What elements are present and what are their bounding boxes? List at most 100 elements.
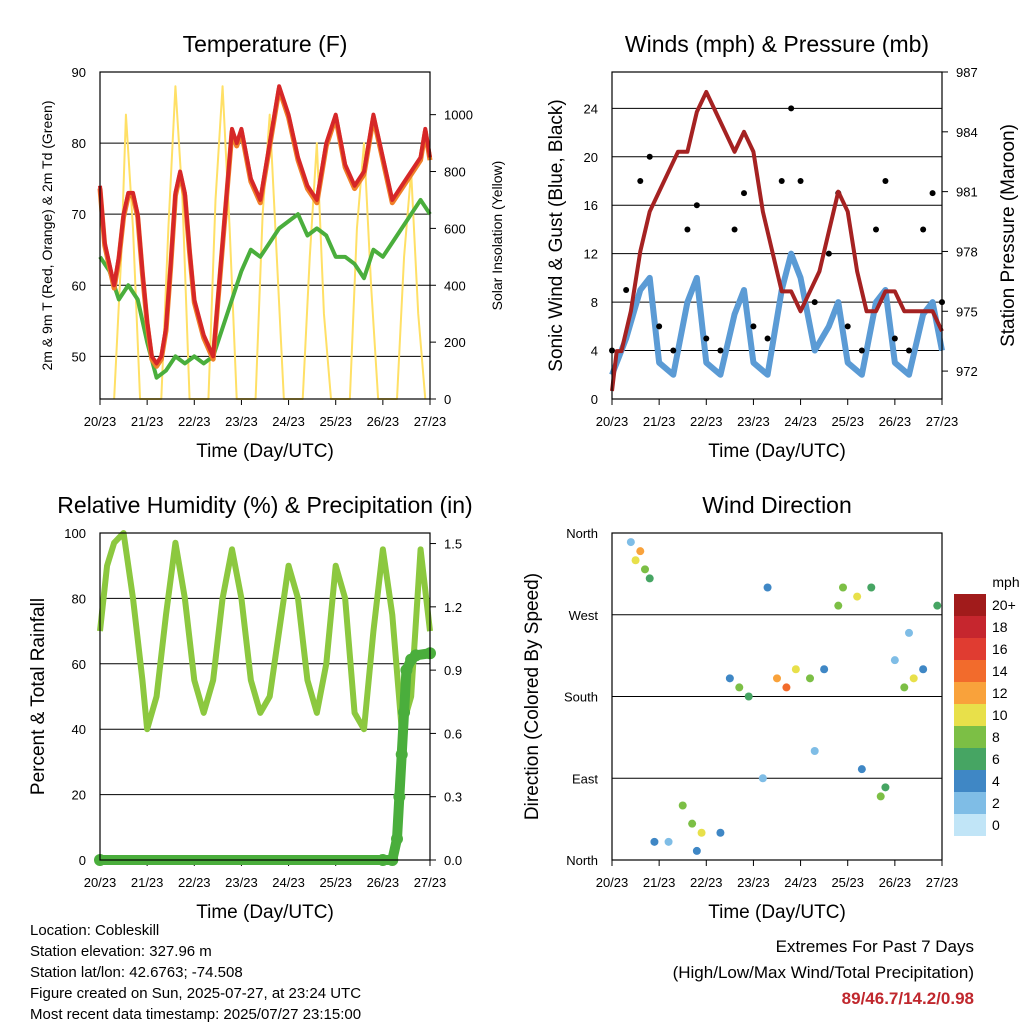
winds-pressure-panel: Winds (mph) & Pressure (mb) Time (Day/UTC…	[546, 31, 1019, 462]
x-tick-label: 24/23	[784, 875, 817, 890]
x-tick-label: 22/23	[178, 414, 211, 429]
gust-point	[717, 347, 724, 354]
y2-tick-label: 0.9	[444, 663, 462, 678]
x-tick-label: 22/23	[690, 875, 723, 890]
y-tick-label: East	[572, 771, 598, 786]
direction-point	[834, 601, 843, 610]
y-tick-label: West	[569, 608, 599, 623]
gust-point	[891, 335, 898, 342]
temp2m-series-line	[98, 84, 432, 366]
x-tick-label: 26/23	[367, 414, 400, 429]
x-tick-label: 27/23	[414, 875, 447, 890]
extremes-values: 89/46.7/14.2/0.98	[841, 989, 974, 1008]
precip-point	[409, 649, 422, 662]
y-tick-label: 0	[591, 392, 598, 407]
direction-point	[905, 628, 913, 637]
y-axis-label: Sonic Wind & Gust (Blue, Black)	[546, 99, 567, 371]
y-tick-label: 4	[591, 344, 598, 359]
y2-tick-label: 0	[444, 392, 451, 407]
y2-tick-label: 400	[444, 278, 466, 293]
y-tick-label: 8	[591, 295, 598, 310]
gust-point	[703, 335, 710, 342]
x-tick-label: 22/23	[178, 875, 211, 890]
y2-tick-label: 975	[956, 304, 978, 319]
created-text: Figure created on Sun, 2025-07-27, at 23…	[30, 985, 362, 1002]
direction-point	[692, 846, 701, 855]
speed-color-legend: mph 20+ 18 16 14 12 10 8 6 4 2 0	[954, 574, 1020, 836]
latlon-text: Station lat/lon: 42.6763; -74.508	[30, 964, 243, 981]
plot-frame	[611, 71, 943, 400]
gust-point	[873, 226, 879, 233]
station-info: Location: Cobleskill Station elevation: …	[30, 920, 361, 1025]
gust-point	[844, 323, 851, 330]
gust-point	[731, 226, 738, 233]
y-tick-label: North	[566, 853, 598, 868]
gust-point	[858, 347, 865, 354]
extremes-title: Extremes For Past 7 Days	[775, 937, 974, 956]
gust-point	[750, 323, 757, 330]
chart-title: Temperature (F)	[183, 31, 348, 57]
gust-point	[656, 323, 663, 330]
x-tick-label: 24/23	[784, 414, 817, 429]
gust-point	[684, 226, 691, 233]
y-tick-label: 60	[72, 278, 86, 293]
legend-swatch	[954, 814, 986, 836]
legend-label: 18	[992, 619, 1008, 635]
x-axis-label: Time (Day/UTC)	[196, 902, 334, 923]
direction-point	[773, 674, 781, 683]
x-tick-label: 27/23	[926, 414, 959, 429]
y-axis-label: Percent & Total Rainfall	[28, 598, 49, 795]
extremes-subtitle: (High/Low/Max Wind/Total Precipitation)	[672, 963, 974, 982]
y2-tick-label: 981	[956, 185, 978, 200]
y-tick-label: 90	[72, 65, 86, 80]
x-tick-label: 20/23	[84, 414, 117, 429]
legend-swatch	[954, 748, 986, 770]
gust-point	[670, 347, 677, 354]
direction-point	[810, 747, 819, 755]
x-tick-label: 26/23	[879, 414, 912, 429]
chart-title: Relative Humidity (%) & Precipitation (i…	[57, 492, 472, 518]
direction-point	[820, 665, 829, 674]
direction-point	[645, 574, 654, 583]
y2-axis-label: Solar Insolation (Yellow)	[489, 161, 505, 311]
y-tick-label: 24	[584, 101, 598, 116]
y-tick-label: 20	[584, 150, 598, 165]
legend-label: 12	[992, 685, 1008, 701]
legend-swatch	[954, 594, 986, 616]
gust-point	[637, 178, 644, 184]
y2-tick-label: 1000	[444, 108, 473, 123]
direction-point	[650, 837, 659, 846]
elevation-text: Station elevation: 327.96 m	[30, 943, 212, 960]
plot-frame	[611, 532, 943, 861]
y2-tick-label: 987	[956, 65, 978, 80]
direction-point	[900, 683, 909, 692]
direction-point	[678, 801, 687, 810]
gust-point	[797, 178, 804, 184]
gust-point	[788, 105, 795, 112]
direction-point	[806, 674, 814, 683]
direction-point	[919, 665, 928, 674]
x-tick-label: 23/23	[737, 414, 770, 429]
legend-label: 10	[992, 707, 1008, 723]
gust-point	[825, 250, 832, 257]
gust-point	[623, 287, 630, 293]
direction-point	[631, 556, 640, 565]
chart-title: Wind Direction	[702, 492, 852, 518]
y-tick-label: North	[566, 526, 598, 541]
y-tick-label: 100	[64, 526, 86, 541]
y-tick-label: 16	[584, 198, 598, 213]
gust-point	[646, 153, 653, 160]
gust-point	[811, 299, 818, 306]
y2-tick-label: 978	[956, 244, 978, 259]
chart-title: Winds (mph) & Pressure (mb)	[625, 31, 929, 57]
y2-axis-label: Station Pressure (Maroon)	[998, 124, 1019, 347]
y-tick-label: 60	[72, 657, 86, 672]
wind-direction-panel: Wind Direction Time (Day/UTC) 20/23 21/23 22…	[522, 492, 958, 923]
direction-point	[853, 592, 862, 601]
solar-series-line	[113, 85, 427, 400]
x-tick-label: 26/23	[367, 875, 400, 890]
direction-point	[725, 674, 734, 683]
direction-point	[867, 583, 876, 592]
x-axis-label: Time (Day/UTC)	[708, 441, 846, 462]
x-tick-label: 21/23	[643, 414, 676, 429]
